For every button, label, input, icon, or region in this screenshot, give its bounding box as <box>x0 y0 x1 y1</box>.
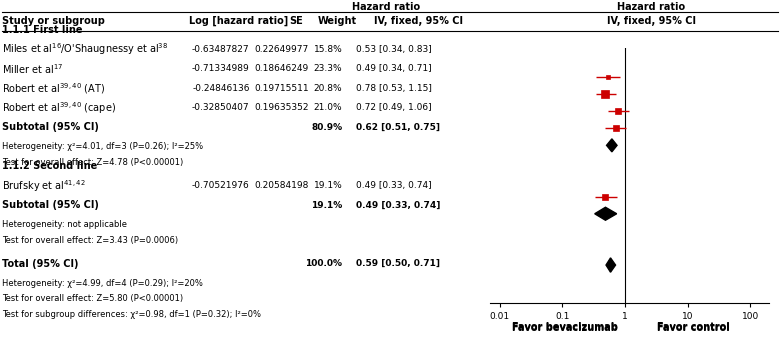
Text: 0.20584198: 0.20584198 <box>254 181 309 190</box>
Text: -0.32850407: -0.32850407 <box>192 103 250 112</box>
Text: 20.8%: 20.8% <box>314 84 342 93</box>
Text: 23.3%: 23.3% <box>314 64 342 73</box>
Text: Robert et al$^{39,40}$ (AT): Robert et al$^{39,40}$ (AT) <box>2 81 105 96</box>
Text: Hazard ratio: Hazard ratio <box>617 2 686 12</box>
Text: SE: SE <box>289 16 303 26</box>
Text: 0.19715511: 0.19715511 <box>254 84 309 93</box>
Text: -0.71334989: -0.71334989 <box>192 64 250 73</box>
Text: Test for overall effect: Z=5.80 (P<0.00001): Test for overall effect: Z=5.80 (P<0.000… <box>2 294 183 303</box>
Polygon shape <box>607 139 617 152</box>
Polygon shape <box>606 258 615 272</box>
Text: 0.49 [0.33, 0.74]: 0.49 [0.33, 0.74] <box>356 181 432 190</box>
Text: IV, fixed, 95% CI: IV, fixed, 95% CI <box>607 16 696 26</box>
Text: Heterogeneity: χ²=4.01, df=3 (P=0.26); I²=25%: Heterogeneity: χ²=4.01, df=3 (P=0.26); I… <box>2 142 204 151</box>
Text: 0.49 [0.33, 0.74]: 0.49 [0.33, 0.74] <box>356 201 441 210</box>
Text: 100.0%: 100.0% <box>306 259 342 268</box>
Text: 0.62 [0.51, 0.75]: 0.62 [0.51, 0.75] <box>356 123 441 132</box>
Text: Heterogeneity: not applicable: Heterogeneity: not applicable <box>2 220 127 229</box>
Text: 0.18646249: 0.18646249 <box>254 64 309 73</box>
Text: Favor bevacizumab: Favor bevacizumab <box>512 322 619 332</box>
Text: 1.1.2 Second line: 1.1.2 Second line <box>2 161 98 171</box>
Text: Robert et al$^{39,40}$ (cape): Robert et al$^{39,40}$ (cape) <box>2 100 116 116</box>
Text: Log [hazard ratio]: Log [hazard ratio] <box>189 16 289 26</box>
Text: Favor bevacizumab: Favor bevacizumab <box>512 323 619 333</box>
Text: 19.1%: 19.1% <box>311 201 342 210</box>
Text: 0.53 [0.34, 0.83]: 0.53 [0.34, 0.83] <box>356 45 432 54</box>
Text: Favor control: Favor control <box>658 322 730 332</box>
Text: Hazard ratio: Hazard ratio <box>352 2 420 12</box>
Text: Subtotal (95% CI): Subtotal (95% CI) <box>2 122 99 132</box>
Text: 15.8%: 15.8% <box>314 45 342 54</box>
Text: 0.59 [0.50, 0.71]: 0.59 [0.50, 0.71] <box>356 259 441 268</box>
Text: IV, fixed, 95% CI: IV, fixed, 95% CI <box>374 16 463 26</box>
Text: Total (95% CI): Total (95% CI) <box>2 259 79 268</box>
Text: -0.70521976: -0.70521976 <box>192 181 250 190</box>
Text: Favor control: Favor control <box>658 323 730 333</box>
Polygon shape <box>594 207 617 220</box>
Text: 0.19635352: 0.19635352 <box>254 103 309 112</box>
Text: -0.63487827: -0.63487827 <box>192 45 250 54</box>
Text: 19.1%: 19.1% <box>314 181 342 190</box>
Text: -0.24846136: -0.24846136 <box>192 84 250 93</box>
Text: 80.9%: 80.9% <box>311 123 342 132</box>
Text: 21.0%: 21.0% <box>314 103 342 112</box>
Text: 0.78 [0.53, 1.15]: 0.78 [0.53, 1.15] <box>356 84 432 93</box>
Text: Miller et al$^{17}$: Miller et al$^{17}$ <box>2 62 64 76</box>
Text: Test for overall effect: Z=3.43 (P=0.0006): Test for overall effect: Z=3.43 (P=0.000… <box>2 236 179 245</box>
Text: Heterogeneity: χ²=4.99, df=4 (P=0.29); I²=20%: Heterogeneity: χ²=4.99, df=4 (P=0.29); I… <box>2 278 204 288</box>
Text: Test for subgroup differences: χ²=0.98, df=1 (P=0.32); I²=0%: Test for subgroup differences: χ²=0.98, … <box>2 310 261 319</box>
Text: 1.1.1 First line: 1.1.1 First line <box>2 25 83 35</box>
Text: Brufsky et al$^{41,42}$: Brufsky et al$^{41,42}$ <box>2 178 86 194</box>
Text: Study or subgroup: Study or subgroup <box>2 16 105 26</box>
Text: Subtotal (95% CI): Subtotal (95% CI) <box>2 200 99 210</box>
Text: Test for overall effect: Z=4.78 (P<0.00001): Test for overall effect: Z=4.78 (P<0.000… <box>2 158 183 167</box>
Text: Weight: Weight <box>318 16 357 26</box>
Text: 0.49 [0.34, 0.71]: 0.49 [0.34, 0.71] <box>356 64 432 73</box>
Text: 0.22649977: 0.22649977 <box>254 45 309 54</box>
Text: 0.72 [0.49, 1.06]: 0.72 [0.49, 1.06] <box>356 103 432 112</box>
Text: Miles et al$^{16}$/O'Shaugnessy et al$^{38}$: Miles et al$^{16}$/O'Shaugnessy et al$^{… <box>2 41 168 57</box>
